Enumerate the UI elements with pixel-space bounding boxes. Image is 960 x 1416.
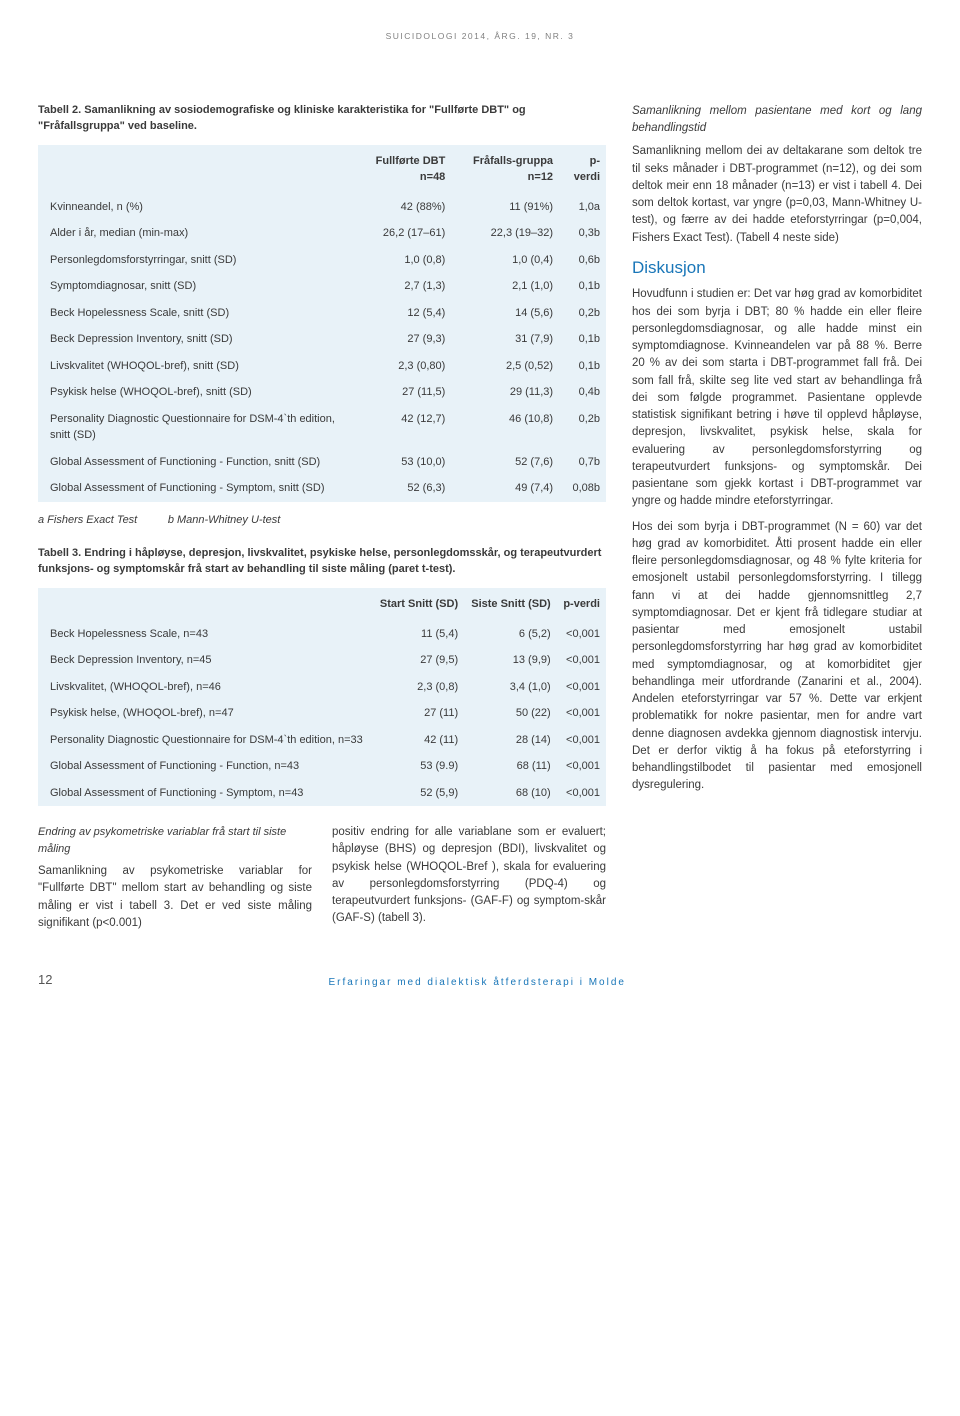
footnote-b: b Mann-Whitney U-test (168, 514, 280, 526)
table-3: Start Snitt (SD) Siste Snitt (SD) p-verd… (38, 588, 606, 806)
table-row: Psykisk helse, (WHOQOL-bref), n=4727 (11… (38, 700, 606, 727)
table-row: Personality Diagnostic Questionnaire for… (38, 406, 606, 449)
table-row: Beck Hopelessness Scale, n=4311 (5,4)6 (… (38, 621, 606, 648)
table-row: Livskvalitet (WHOQOL-bref), snitt (SD)2,… (38, 353, 606, 380)
right-para-1: Samanlikning mellom dei av deltakarane s… (632, 143, 922, 247)
table-3-caption: Tabell 3. Endring i håpløyse, depresjon,… (38, 546, 606, 578)
table-row: Global Assessment of Functioning - Sympt… (38, 475, 606, 502)
table-row: Alder i år, median (min-max)26,2 (17–61)… (38, 220, 606, 247)
table-2-footnote: a Fishers Exact Test b Mann-Whitney U-te… (38, 512, 606, 529)
t3-h1: Start Snitt (SD) (373, 588, 464, 621)
page-grid: Tabell 2. Samanlikning av sosiodemografi… (38, 103, 922, 940)
endring-para-1: Samanlikning av psykometriske variablar … (38, 863, 312, 932)
left-bottom-text: Endring av psykometriske variablar frå s… (38, 824, 606, 940)
table-row: Global Assessment of Functioning - Funct… (38, 753, 606, 780)
t2-h1: Fullførte DBT n=48 (352, 145, 452, 194)
table-row: Kvinneandel, n (%)42 (88%)11 (91%)1,0a (38, 194, 606, 221)
table-row: Livskvalitet, (WHOQOL-bref), n=462,3 (0,… (38, 674, 606, 701)
right-column: Samanlikning mellom pasientane med kort … (632, 103, 922, 940)
table-row: Psykisk helse (WHOQOL-bref), snitt (SD)2… (38, 379, 606, 406)
t2-h3: p-verdi (559, 145, 606, 194)
t2-h2: Fråfalls-gruppa n=12 (451, 145, 559, 194)
table-2-block: Tabell 2. Samanlikning av sosiodemografi… (38, 103, 606, 528)
table-3-block: Tabell 3. Endring i håpløyse, depresjon,… (38, 546, 606, 806)
diskusjon-title: Diskusjon (632, 255, 922, 281)
t3-h2: Siste Snitt (SD) (464, 588, 557, 621)
table-row: Beck Depression Inventory, n=4527 (9,5)1… (38, 647, 606, 674)
left-column: Tabell 2. Samanlikning av sosiodemografi… (38, 103, 606, 940)
table-row: Personality Diagnostic Questionnaire for… (38, 727, 606, 754)
t3-h3: p-verdi (557, 588, 606, 621)
page-footer: 12 Erfaringar med dialektisk åtferdstera… (38, 970, 922, 990)
table-row: Global Assessment of Functioning - Funct… (38, 449, 606, 476)
table-2: Fullførte DBT n=48 Fråfalls-gruppa n=12 … (38, 145, 606, 502)
endring-heading: Endring av psykometriske variablar frå s… (38, 824, 312, 857)
table-row: Beck Hopelessness Scale, snitt (SD)12 (5… (38, 300, 606, 327)
table-2-caption: Tabell 2. Samanlikning av sosiodemografi… (38, 103, 606, 135)
table-row: Personlegdomsforstyrringar, snitt (SD)1,… (38, 247, 606, 274)
footnote-a: a Fishers Exact Test (38, 514, 137, 526)
right-para-3: Hos dei som byrja i DBT-programmet (N = … (632, 519, 922, 795)
t2-h0 (38, 145, 352, 194)
endring-para-2: positiv endring for alle variablane som … (332, 824, 606, 928)
right-para-2: Hovudfunn i studien er: Det var høg grad… (632, 286, 922, 510)
table-row: Beck Depression Inventory, snitt (SD)27 … (38, 326, 606, 353)
journal-header: SUICIDOLOGI 2014, ÅRG. 19, NR. 3 (38, 30, 922, 43)
right-heading-1: Samanlikning mellom pasientane med kort … (632, 103, 922, 138)
footer-title: Erfaringar med dialektisk åtferdsterapi … (52, 975, 902, 990)
table-row: Global Assessment of Functioning - Sympt… (38, 780, 606, 807)
table-row: Symptomdiagnosar, snitt (SD)2,7 (1,3)2,1… (38, 273, 606, 300)
page-number: 12 (38, 970, 52, 990)
t3-h0 (38, 588, 373, 621)
